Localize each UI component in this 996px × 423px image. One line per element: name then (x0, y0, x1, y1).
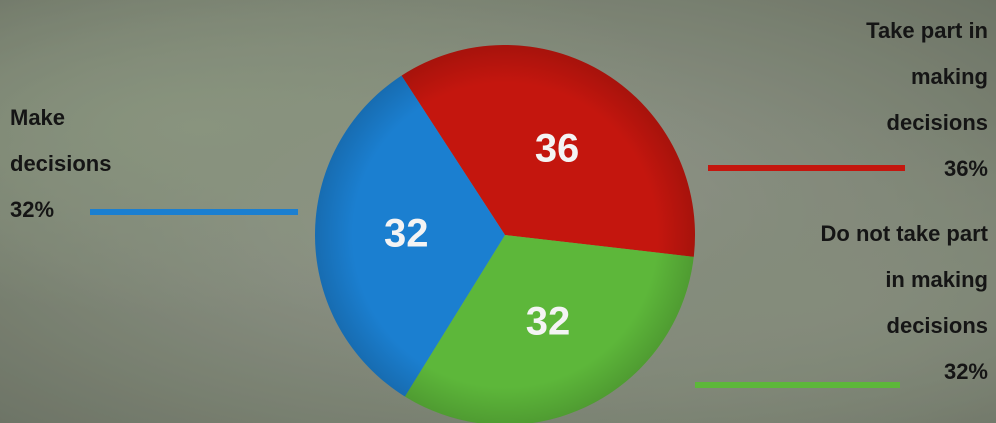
pie-shading (315, 45, 695, 423)
percent-label: 32% (810, 349, 988, 395)
page: 363232 (() => { const data = JSON.parse(… (0, 0, 996, 423)
category-name: Make decisions (10, 95, 160, 187)
percent-label: 36% (813, 146, 988, 192)
percent-label: 32% (10, 187, 160, 233)
category-name: Do not take part in making decisions (810, 211, 988, 349)
category-name: Take part in making decisions (813, 8, 988, 146)
